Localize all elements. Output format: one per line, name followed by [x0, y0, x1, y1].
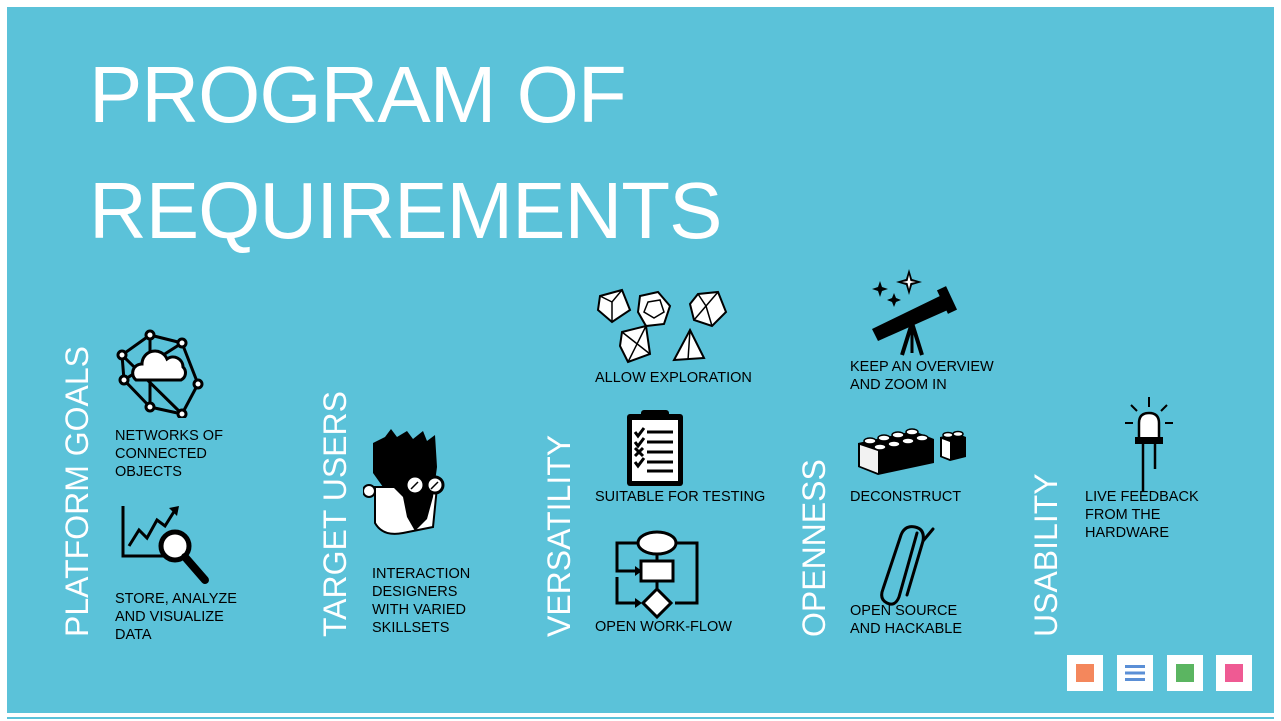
lego-bricks-icon [858, 428, 966, 475]
category-target-users: TARGET USERS [317, 391, 353, 637]
item-label-allow-exploration: ALLOW EXPLORATION [595, 369, 752, 387]
green-square-icon [1176, 664, 1194, 682]
item-label-line: HARDWARE [1085, 525, 1170, 541]
item-label-line: WITH VARIED [372, 602, 466, 618]
item-label-interaction-designers: INTERACTION DESIGNERS WITH VARIED SKILLSETS [372, 565, 470, 637]
item-label-open-source: OPEN SOURCE AND HACKABLE [850, 602, 962, 638]
item-label-line: STORE, ANALYZE [115, 591, 237, 607]
item-label-line: AND ZOOM IN [850, 377, 947, 393]
item-label-line: DECONSTRUCT [850, 489, 962, 505]
item-label-suitable-testing: SUITABLE FOR TESTING [595, 488, 765, 506]
item-label-store-analyze: STORE, ANALYZE AND VISUALIZE DATA [115, 590, 237, 644]
clipboard-checklist-icon [627, 410, 683, 486]
category-openness: OPENNESS [796, 459, 832, 637]
item-label-line: CONNECTED [115, 446, 207, 462]
item-label-line: OBJECTS [115, 464, 182, 480]
item-label-line: DESIGNERS [372, 584, 458, 600]
network-cloud-icon [116, 329, 204, 418]
designer-avatar-icon [363, 429, 445, 535]
menu-lines-icon [1125, 665, 1145, 681]
item-label-line: ALLOW EXPLORATION [595, 370, 752, 386]
item-label-line: OPEN WORK-FLOW [595, 619, 732, 635]
led-icon [1125, 397, 1173, 491]
item-label-line: SUITABLE FOR TESTING [595, 489, 766, 505]
chart-magnifier-icon [121, 506, 209, 584]
item-label-live-feedback: LIVE FEEDBACK FROM THE HARDWARE [1085, 488, 1199, 542]
nav-button-menu[interactable] [1117, 655, 1153, 691]
nav-button-green[interactable] [1167, 655, 1203, 691]
item-label-line: KEEP AN OVERVIEW [850, 359, 994, 375]
item-label-open-workflow: OPEN WORK-FLOW [595, 618, 732, 636]
flowchart-icon [615, 530, 699, 620]
category-versatility: VERSATILITY [541, 434, 577, 637]
item-label-line: DATA [115, 627, 152, 643]
item-label-overview-zoom: KEEP AN OVERVIEW AND ZOOM IN [850, 358, 994, 394]
item-label-deconstruct: DECONSTRUCT [850, 488, 961, 506]
category-usability: USABILITY [1028, 473, 1064, 637]
slide-background: PROGRAM OF REQUIREMENTS PLATFORM GOALS T… [7, 7, 1274, 713]
bottom-divider [7, 717, 1274, 719]
nav-button-pink[interactable] [1216, 655, 1252, 691]
page-title-line-1: PROGRAM OF [89, 50, 627, 139]
dice-polyhedra-icon [596, 288, 728, 364]
item-label-line: SKILLSETS [372, 620, 450, 636]
orange-square-icon [1076, 664, 1094, 682]
category-platform-goals: PLATFORM GOALS [59, 345, 95, 637]
item-label-line: INTERACTION [372, 566, 471, 582]
item-label-networks: NETWORKS OF CONNECTED OBJECTS [115, 427, 223, 481]
item-label-line: FROM THE [1085, 507, 1161, 523]
page-title-line-2: REQUIREMENTS [89, 166, 722, 255]
item-label-line: OPEN SOURCE [850, 603, 958, 619]
item-label-line: NETWORKS OF [115, 428, 223, 444]
item-label-line: LIVE FEEDBACK [1085, 489, 1199, 505]
telescope-icon [872, 269, 958, 356]
nav-button-orange[interactable] [1067, 655, 1103, 691]
item-label-line: AND HACKABLE [850, 621, 963, 637]
item-label-line: AND VISUALIZE [115, 609, 224, 625]
pink-square-icon [1225, 664, 1243, 682]
paperclip-icon [880, 525, 935, 606]
